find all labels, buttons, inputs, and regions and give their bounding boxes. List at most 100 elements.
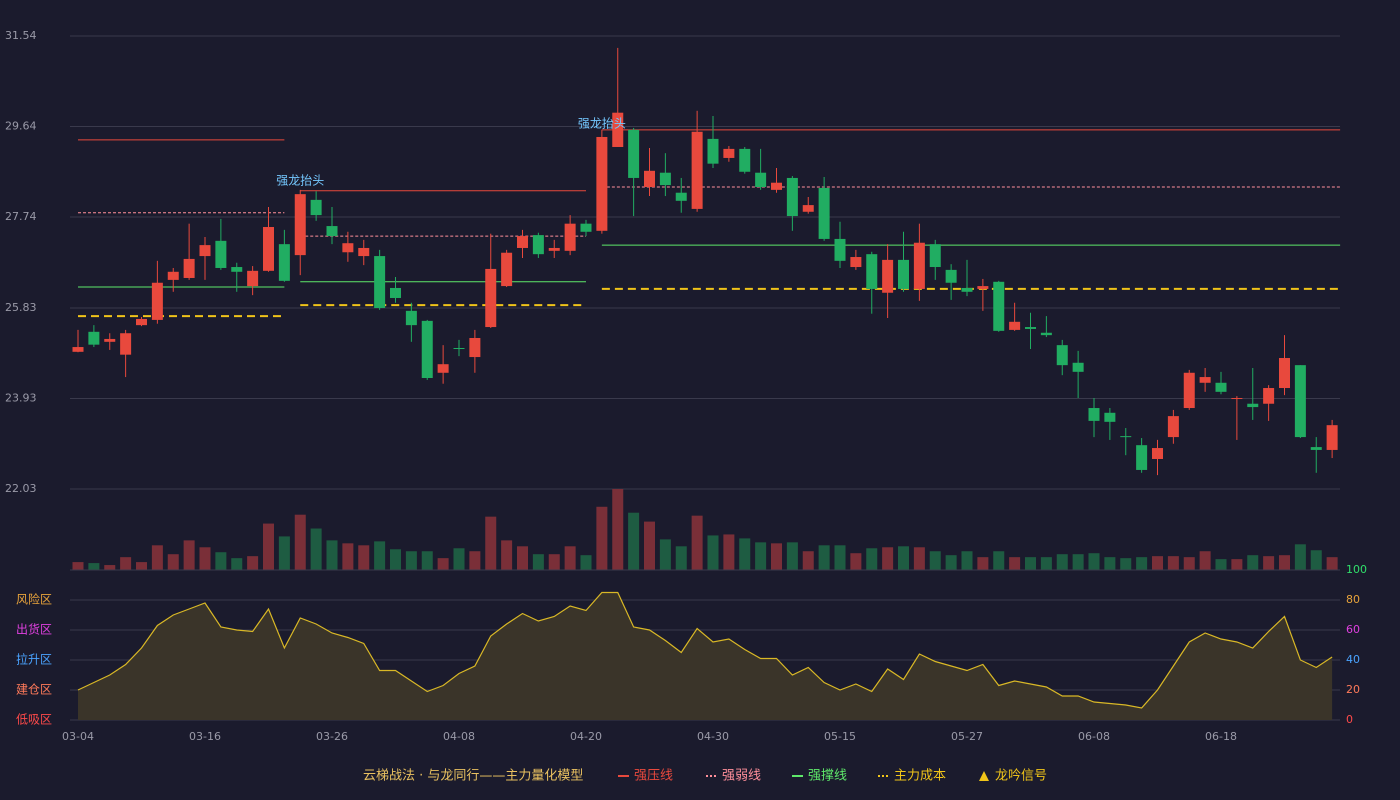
candle-body — [1183, 372, 1195, 409]
volume-bar — [1199, 551, 1211, 570]
volume-bar — [961, 551, 973, 570]
volume-bar — [1040, 557, 1052, 570]
x-tick-label: 05-15 — [824, 730, 856, 743]
x-tick-label: 04-30 — [697, 730, 729, 743]
x-tick-label: 03-26 — [316, 730, 348, 743]
volume-bar — [548, 554, 560, 570]
candle-body — [326, 226, 338, 237]
y-tick-label: 0 — [1346, 713, 1353, 726]
candle-body — [247, 270, 259, 287]
candle-body — [1120, 436, 1132, 438]
volume-bar — [1025, 557, 1036, 570]
y-tick-label: 23.93 — [5, 391, 37, 404]
candle-body — [310, 199, 322, 216]
candle-body — [882, 259, 894, 293]
candle-body — [390, 287, 401, 298]
y-tick-label: 27.74 — [5, 210, 37, 223]
candle-body — [1231, 398, 1243, 400]
candle-body — [231, 267, 243, 272]
volume-bar — [278, 536, 290, 570]
candle-body — [199, 245, 211, 257]
volume-bar — [739, 538, 751, 570]
volume-bar — [1247, 555, 1259, 570]
volume-bar — [1120, 558, 1132, 570]
candle-body — [644, 170, 655, 187]
volume-bar — [72, 562, 84, 570]
volume-bar — [1152, 556, 1163, 570]
y-tick-label: 40 — [1346, 653, 1360, 666]
volume-bar — [374, 541, 386, 570]
volume-bar — [898, 546, 909, 570]
candle-body — [453, 348, 465, 350]
volume-bar — [501, 540, 513, 570]
volume-bar — [596, 506, 608, 570]
candle-body — [342, 243, 354, 253]
candle-body — [961, 287, 973, 292]
volume-bar — [469, 551, 481, 570]
x-tick-label: 05-27 — [951, 730, 983, 743]
volume-bar — [358, 545, 370, 570]
legend-swatch — [979, 771, 989, 781]
candle-body — [1152, 448, 1163, 459]
candle-body — [1215, 382, 1227, 392]
candle-body — [501, 252, 513, 287]
volume-bar — [786, 542, 798, 570]
candle-body — [691, 131, 703, 209]
y-tick-label: 31.54 — [5, 29, 37, 42]
candle-body — [977, 286, 989, 289]
candle-body — [659, 172, 671, 186]
zone-label: 建仓区 — [16, 683, 52, 697]
volume-bar — [1231, 559, 1243, 570]
oscillator-area — [78, 592, 1333, 720]
candle-body — [898, 259, 909, 289]
candle-body — [628, 129, 640, 178]
legend-label: 强弱线 — [722, 769, 761, 784]
candle-body — [945, 269, 957, 283]
volume-bar — [1072, 554, 1084, 570]
candle-body — [517, 236, 528, 248]
volume-bar — [485, 516, 497, 570]
volume-bar — [675, 546, 687, 570]
volume-bar — [183, 540, 195, 570]
candle-body — [151, 282, 163, 320]
volume-bar — [517, 546, 528, 570]
volume-bar — [294, 514, 306, 570]
x-tick-label: 04-20 — [570, 730, 602, 743]
candle-body — [707, 138, 719, 164]
volume-bar — [850, 553, 862, 570]
volume-bar — [532, 554, 544, 570]
candle-body — [120, 333, 132, 355]
volume-bar — [659, 539, 671, 570]
volume-bar — [882, 547, 894, 570]
volume-bar — [580, 555, 592, 570]
candle-body — [564, 223, 576, 251]
volume-bar — [390, 549, 401, 570]
candle-body — [723, 148, 735, 158]
candle-body — [802, 205, 814, 212]
candle-body — [913, 242, 925, 289]
candle-body — [786, 177, 798, 217]
volume-bar — [405, 551, 417, 570]
volume-bar — [1310, 550, 1322, 570]
volume-bar — [1136, 557, 1148, 570]
volume-bar — [437, 558, 449, 570]
volume-bar — [1215, 559, 1227, 570]
volume-bar — [421, 551, 433, 570]
zone-label: 拉升区 — [16, 652, 52, 667]
candle-body — [1247, 403, 1259, 408]
candle-body — [850, 257, 862, 268]
volume-bar — [977, 557, 989, 570]
candle-body — [834, 238, 846, 261]
candle-body — [1072, 362, 1084, 372]
y-tick-label: 100 — [1346, 563, 1367, 576]
volume-bar — [1294, 544, 1306, 570]
volume-bar — [199, 547, 211, 570]
candle-body — [580, 223, 592, 232]
volume-bar — [1056, 554, 1068, 570]
volume-bar — [326, 540, 338, 570]
candle-body — [1310, 447, 1322, 450]
volume-bar — [993, 551, 1005, 570]
volume-bar — [818, 545, 830, 570]
volume-bar — [1104, 557, 1116, 570]
